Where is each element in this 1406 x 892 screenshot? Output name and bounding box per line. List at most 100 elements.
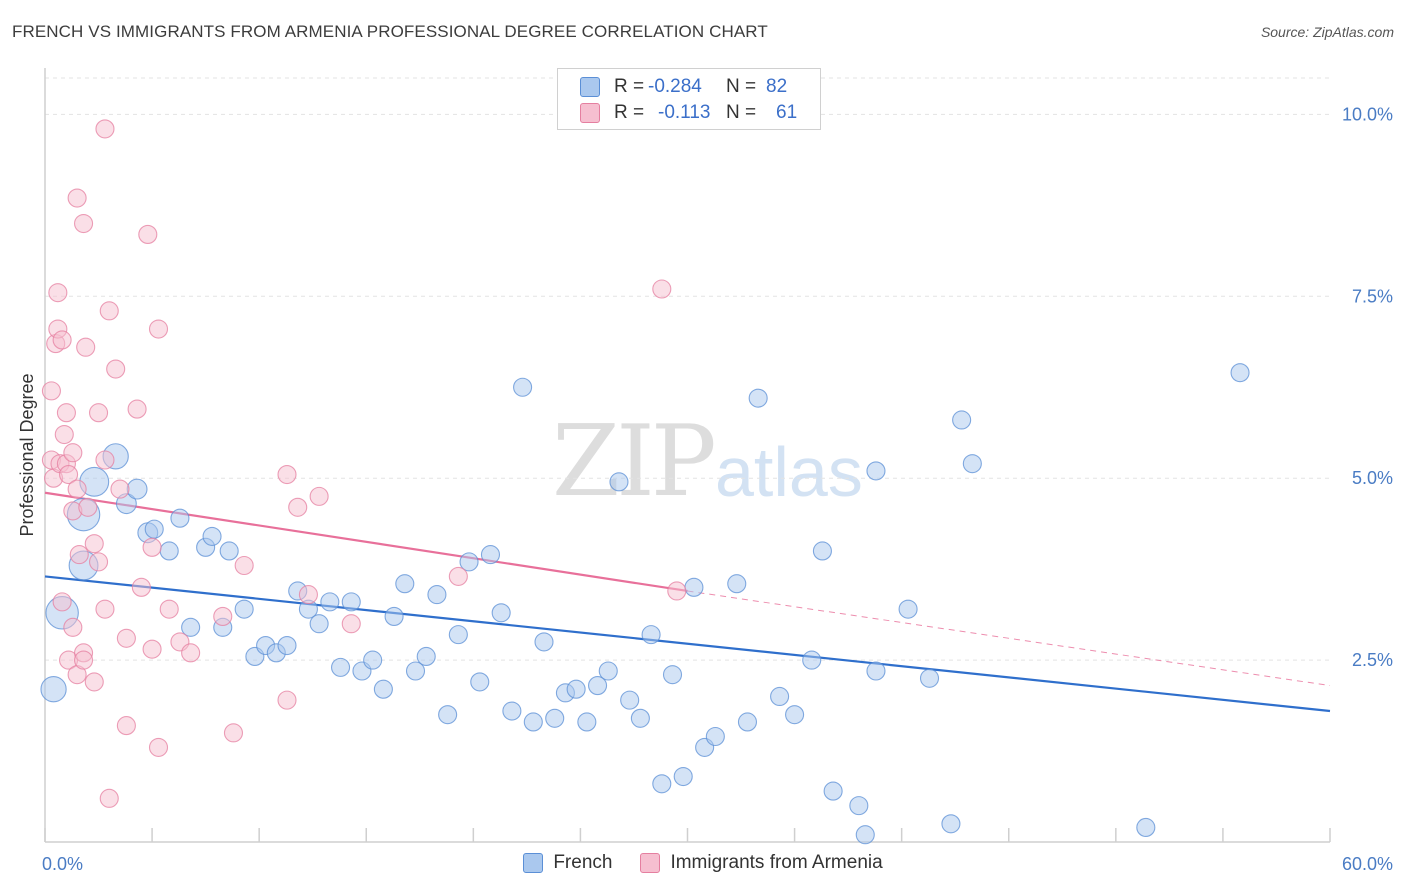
french-point	[737, 712, 758, 732]
french-point	[491, 603, 511, 623]
french-point	[181, 617, 201, 637]
armenia-point	[181, 643, 201, 663]
french-point	[577, 712, 597, 732]
french-point	[448, 625, 468, 645]
armenia-point	[138, 224, 158, 244]
armenia-point	[76, 337, 96, 357]
armenia-point	[159, 599, 179, 619]
armenia-point	[84, 672, 104, 692]
armenia-point	[298, 585, 318, 605]
armenia-point	[88, 403, 109, 423]
french-point	[598, 661, 618, 681]
armenia-point	[142, 639, 162, 659]
stats-legend: R = -0.284 N = 82 R = -0.113 N = 61	[557, 68, 821, 130]
y-tick-label: 10.0%	[1342, 104, 1393, 124]
french-point	[641, 625, 661, 645]
y-tick-label: 2.5%	[1352, 650, 1393, 670]
armenia-point	[63, 443, 83, 463]
french-point	[609, 472, 629, 492]
data-points	[40, 119, 1250, 845]
legend-item-armenia[interactable]: Immigrants from Armenia	[640, 852, 883, 874]
french-point	[384, 606, 404, 626]
armenia-point	[95, 119, 115, 139]
armenia-point	[69, 545, 89, 565]
french-point	[849, 796, 869, 816]
armenia-point	[110, 479, 130, 499]
watermark-atlas: atlas	[715, 433, 863, 511]
french-point	[855, 825, 875, 845]
armenia-point	[59, 465, 79, 485]
armenia-point	[52, 330, 72, 350]
armenia-point	[106, 359, 126, 379]
french-point	[341, 592, 361, 612]
stats-legend-row-armenia: R = -0.113 N = 61	[580, 101, 797, 125]
legend-item-french[interactable]: French	[523, 852, 612, 874]
armenia-trend-line	[44, 491, 688, 593]
armenia-point	[95, 450, 115, 470]
armenia-point	[341, 614, 361, 634]
french-point	[812, 541, 832, 561]
x-tick-label: 0.0%	[42, 854, 83, 874]
french-point	[748, 388, 768, 408]
french-point	[405, 661, 426, 681]
chart-source: Source: ZipAtlas.com	[1260, 24, 1394, 40]
french-point	[438, 705, 458, 725]
armenia-point	[148, 319, 169, 339]
n-label: N =	[726, 76, 757, 97]
armenia-swatch	[580, 103, 600, 123]
french-point	[823, 781, 843, 801]
french-point	[673, 766, 693, 787]
armenia-point	[448, 566, 468, 586]
n-value: 82	[766, 76, 788, 97]
armenia-point	[213, 606, 233, 626]
french-point	[170, 508, 190, 528]
armenia-point	[277, 465, 297, 485]
french-point	[126, 478, 148, 500]
armenia-point	[88, 552, 109, 572]
french-point	[144, 519, 164, 539]
legend-label-armenia: Immigrants from Armenia	[670, 852, 883, 873]
french-point	[952, 410, 972, 430]
french-point	[363, 650, 383, 670]
trend-lines	[44, 491, 1331, 713]
french-point	[234, 599, 254, 619]
french-point	[1136, 817, 1156, 837]
armenia-swatch	[640, 853, 661, 873]
french-point	[459, 552, 479, 572]
french-point	[523, 712, 543, 732]
french-point	[159, 541, 179, 561]
french-point	[941, 814, 961, 834]
armenia-point	[48, 283, 68, 303]
french-point	[545, 708, 565, 728]
armenia-point	[127, 399, 147, 419]
armenia-point	[99, 788, 119, 808]
legend-label-french: French	[553, 852, 613, 873]
r-value: -0.113	[658, 102, 711, 123]
armenia-point	[78, 497, 98, 517]
french-point	[652, 774, 672, 794]
armenia-point	[52, 592, 72, 612]
armenia-point	[54, 424, 74, 445]
french-point	[802, 650, 822, 670]
armenia-point	[95, 599, 115, 619]
chart-title: FRENCH VS IMMIGRANTS FROM ARMENIA PROFES…	[12, 22, 768, 41]
armenia-point	[288, 497, 308, 517]
french-point	[502, 701, 522, 721]
armenia-point	[652, 279, 672, 299]
french-point	[320, 592, 340, 612]
french-swatch	[580, 77, 600, 97]
armenia-point	[667, 581, 687, 601]
r-value: -0.284	[648, 76, 702, 97]
french-point	[480, 545, 501, 565]
french-point	[727, 574, 747, 594]
french-point	[684, 577, 704, 597]
french-point	[587, 676, 608, 696]
armenia-point	[99, 301, 119, 321]
series-legend: French Immigrants from Armenia	[0, 852, 1406, 874]
french-point	[534, 632, 554, 652]
armenia-point	[84, 534, 104, 554]
french-point	[202, 526, 222, 546]
watermark-zip: ZIP	[552, 405, 717, 519]
y-tick-label: 5.0%	[1352, 468, 1393, 488]
